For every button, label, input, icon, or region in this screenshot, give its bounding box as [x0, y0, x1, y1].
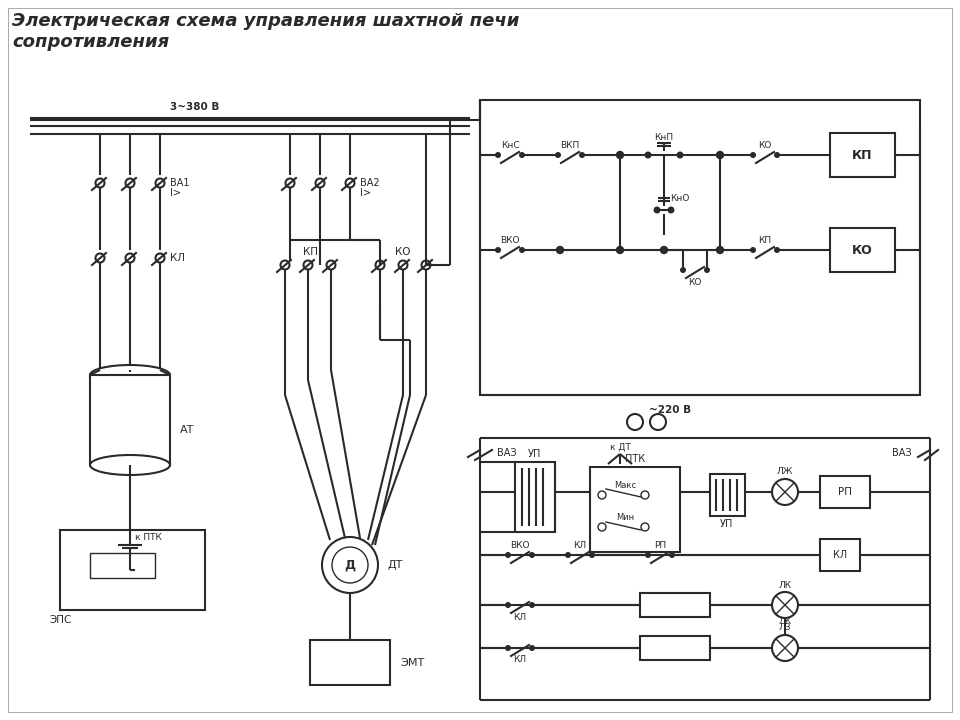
- Text: КЛ: КЛ: [514, 655, 527, 665]
- Text: ЭМТ: ЭМТ: [400, 658, 424, 668]
- Text: КП: КП: [758, 235, 772, 245]
- Text: КП: КП: [302, 247, 318, 257]
- Bar: [90, 375, 170, 465]
- Circle shape: [750, 152, 756, 158]
- Circle shape: [660, 246, 667, 253]
- Bar: [830, 133, 895, 177]
- Bar: [830, 228, 895, 272]
- Circle shape: [772, 635, 798, 661]
- Circle shape: [589, 552, 595, 558]
- Circle shape: [332, 547, 368, 583]
- Circle shape: [529, 552, 535, 558]
- Circle shape: [529, 645, 535, 651]
- Text: Электрическая схема управления шахтной печи
сопротивления: Электрическая схема управления шахтной п…: [12, 12, 519, 51]
- Circle shape: [704, 267, 710, 273]
- Text: к ПТК: к ПТК: [135, 534, 162, 542]
- Text: ЭПС: ЭПС: [50, 615, 72, 625]
- Text: ВКП: ВКП: [561, 140, 580, 150]
- Text: КнО: КнО: [670, 194, 689, 202]
- Text: ВКО: ВКО: [511, 541, 530, 549]
- Ellipse shape: [90, 455, 170, 475]
- Circle shape: [645, 552, 651, 558]
- Text: ВКО: ВКО: [500, 235, 519, 245]
- Text: КО: КО: [688, 277, 702, 287]
- Circle shape: [505, 552, 511, 558]
- Text: КО: КО: [852, 243, 873, 256]
- Circle shape: [716, 151, 724, 158]
- Bar: [310, 640, 390, 685]
- Circle shape: [772, 592, 798, 618]
- Text: КП: КП: [852, 148, 873, 161]
- Ellipse shape: [90, 365, 170, 385]
- Bar: [640, 593, 710, 617]
- Bar: [590, 467, 680, 552]
- Text: I>: I>: [360, 188, 371, 198]
- Text: РП: РП: [838, 487, 852, 497]
- Circle shape: [322, 537, 378, 593]
- Text: УП: УП: [720, 519, 733, 529]
- Text: ~220 В: ~220 В: [649, 405, 691, 415]
- Text: КЛ: КЛ: [833, 550, 847, 560]
- Circle shape: [772, 479, 798, 505]
- Circle shape: [667, 207, 675, 214]
- Text: к ДТ: к ДТ: [610, 443, 631, 451]
- Text: КнП: КнП: [655, 132, 674, 142]
- Circle shape: [774, 247, 780, 253]
- Circle shape: [616, 246, 623, 253]
- Text: КО: КО: [758, 140, 772, 150]
- Text: Мин: Мин: [616, 513, 634, 521]
- Circle shape: [654, 207, 660, 214]
- Text: ЛК: ЛК: [779, 617, 792, 626]
- Text: ПТК: ПТК: [625, 454, 645, 464]
- Circle shape: [579, 152, 585, 158]
- Text: КЛ: КЛ: [170, 253, 185, 263]
- Text: ЛЗ: ЛЗ: [779, 624, 791, 632]
- Circle shape: [677, 151, 684, 158]
- Text: ВА1: ВА1: [170, 178, 189, 188]
- Text: РП: РП: [654, 541, 666, 549]
- Circle shape: [529, 602, 535, 608]
- Bar: [710, 474, 745, 516]
- Circle shape: [616, 151, 623, 158]
- Circle shape: [557, 246, 564, 253]
- Text: ВАЗ: ВАЗ: [497, 448, 516, 458]
- Text: Д: Д: [345, 559, 355, 572]
- Circle shape: [555, 152, 561, 158]
- Text: ЛК: ЛК: [779, 580, 792, 590]
- Text: Макс: Макс: [614, 480, 636, 490]
- Circle shape: [680, 267, 686, 273]
- Circle shape: [505, 602, 511, 608]
- Circle shape: [519, 152, 525, 158]
- Bar: [60, 530, 205, 610]
- Circle shape: [644, 151, 652, 158]
- Text: 3~380 В: 3~380 В: [170, 102, 220, 112]
- Text: I>: I>: [170, 188, 181, 198]
- Text: УП: УП: [528, 449, 541, 459]
- Circle shape: [774, 152, 780, 158]
- Text: КЛ: КЛ: [514, 613, 527, 621]
- Text: ДТ: ДТ: [388, 560, 403, 570]
- Text: ВАЗ: ВАЗ: [893, 448, 912, 458]
- Text: АТ: АТ: [180, 425, 194, 435]
- Bar: [480, 100, 920, 395]
- Circle shape: [519, 247, 525, 253]
- Circle shape: [565, 552, 571, 558]
- Circle shape: [495, 152, 501, 158]
- Bar: [90, 553, 155, 578]
- Text: КЛ: КЛ: [573, 541, 587, 549]
- Text: КнС: КнС: [501, 140, 519, 150]
- Text: ВА2: ВА2: [360, 178, 379, 188]
- Bar: [515, 462, 555, 532]
- Bar: [820, 476, 870, 508]
- Circle shape: [495, 247, 501, 253]
- Text: ЛЖ: ЛЖ: [777, 467, 793, 475]
- Circle shape: [505, 645, 511, 651]
- Circle shape: [669, 552, 675, 558]
- Bar: [640, 636, 710, 660]
- Circle shape: [716, 246, 724, 253]
- Text: КО: КО: [396, 247, 411, 257]
- Circle shape: [750, 247, 756, 253]
- Bar: [820, 539, 860, 571]
